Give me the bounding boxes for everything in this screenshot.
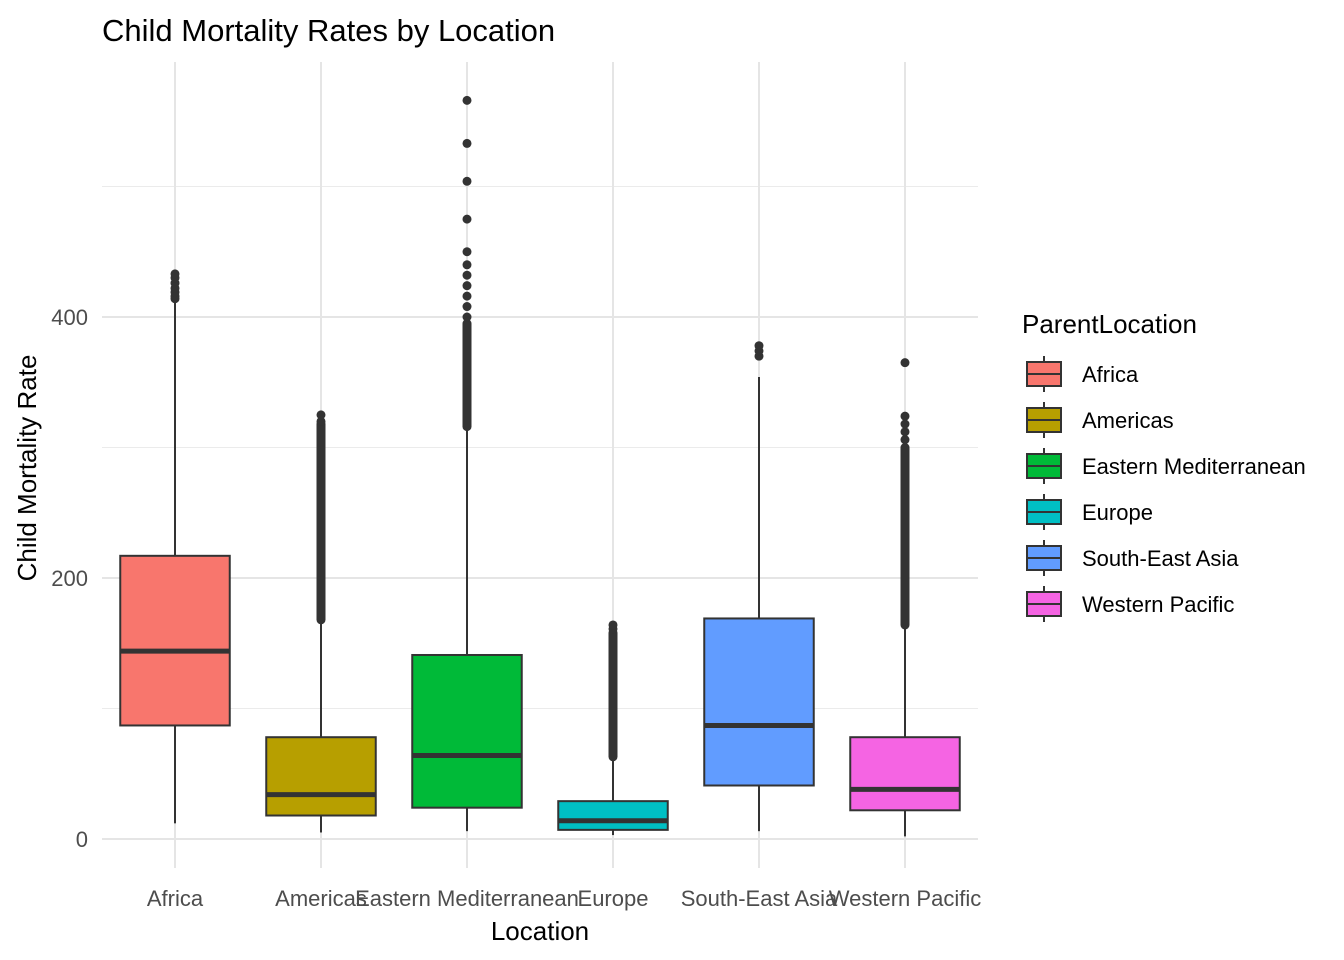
box-layer [119, 95, 961, 837]
legend-item-south-east-asia: South-East Asia [1026, 540, 1239, 576]
box-americas [265, 410, 377, 833]
legend-label: Eastern Mediterranean [1082, 454, 1306, 479]
outlier-point [900, 427, 910, 437]
legend-item-europe: Europe [1026, 494, 1153, 530]
outlier-point [462, 312, 472, 322]
x-tick-label: Americas [275, 886, 367, 911]
legend: ParentLocation Africa Americas Eastern Med… [1022, 309, 1306, 622]
y-tick-label: 0 [76, 827, 88, 852]
legend-label: Western Pacific [1082, 592, 1234, 617]
outlier-cluster [900, 443, 910, 630]
outlier-point [754, 341, 764, 351]
box-africa [119, 269, 231, 824]
box-iqr [411, 653, 523, 809]
box-iqr [119, 554, 231, 727]
outlier-point [462, 176, 472, 186]
outlier-point [462, 138, 472, 148]
box-western-pacific [849, 358, 961, 837]
box-iqr [703, 617, 815, 787]
legend-title: ParentLocation [1022, 309, 1197, 339]
outlier-cluster [608, 628, 618, 762]
outlier-point [462, 95, 472, 105]
legend-item-western-pacific: Western Pacific [1026, 586, 1234, 622]
chart-title: Child Mortality Rates by Location [102, 13, 555, 48]
outlier-point [462, 214, 472, 224]
legend-label: South-East Asia [1082, 546, 1239, 571]
outlier-point [462, 281, 472, 291]
legend-label: Africa [1082, 362, 1139, 387]
outlier-point [462, 291, 472, 301]
outlier-point [170, 269, 180, 279]
legend-item-eastern-mediterranean: Eastern Mediterranean [1026, 448, 1306, 484]
outlier-point [462, 260, 472, 270]
outlier-point [608, 620, 618, 630]
legend-item-americas: Americas [1026, 402, 1174, 438]
outlier-point [900, 419, 910, 429]
y-tick-label: 200 [51, 566, 88, 591]
box-eastern-mediterranean [411, 95, 523, 832]
outlier-point [316, 416, 326, 426]
outlier-point [900, 435, 910, 445]
grid-layer [102, 62, 978, 868]
legend-item-africa: Africa [1026, 356, 1139, 392]
outlier-point [900, 358, 910, 368]
box-iqr [849, 736, 961, 812]
box-europe [557, 620, 669, 836]
x-tick-label: Europe [578, 886, 649, 911]
legend-label: Europe [1082, 500, 1153, 525]
x-tick-label: South-East Asia [681, 886, 838, 911]
x-tick-label: Western Pacific [829, 886, 981, 911]
outlier-cluster [316, 419, 326, 625]
outlier-point [462, 302, 472, 312]
y-axis-title: Child Mortality Rate [12, 355, 42, 582]
legend-label: Americas [1082, 408, 1174, 433]
outlier-point [462, 270, 472, 280]
outlier-point [316, 410, 326, 420]
y-tick-label: 400 [51, 305, 88, 330]
outlier-cluster [462, 319, 472, 432]
box-south-east-asia [703, 341, 815, 832]
box-iqr [557, 800, 669, 831]
outlier-point [462, 247, 472, 257]
x-tick-label: Africa [147, 886, 204, 911]
x-axis-title: Location [491, 916, 589, 946]
box-iqr [265, 736, 377, 817]
outlier-point [900, 411, 910, 421]
x-tick-label: Eastern Mediterranean [355, 886, 579, 911]
